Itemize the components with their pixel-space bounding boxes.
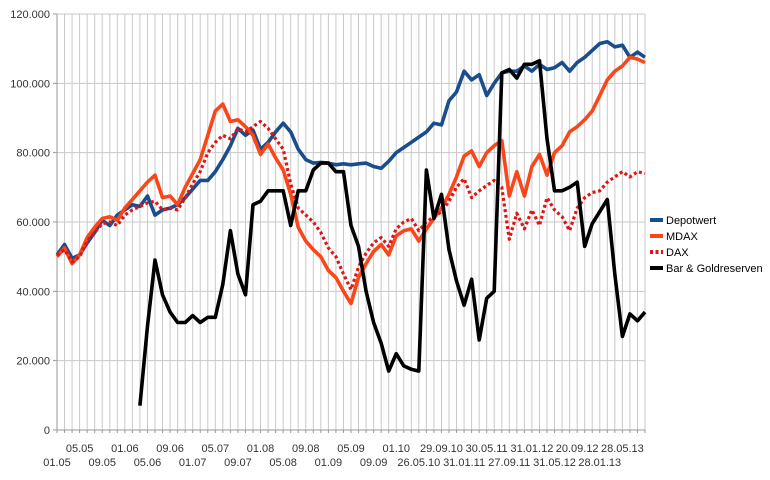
legend-item: Bar & Goldreserven <box>650 263 763 275</box>
x-tick-label: 28.01.13 <box>578 457 621 469</box>
x-tick-label: 01.10 <box>382 443 410 455</box>
x-tick-label: 31.05.12 <box>533 457 576 469</box>
y-tick-label: 0 <box>44 425 50 437</box>
legend-item: DAX <box>650 247 689 259</box>
x-tick-label: 09.05 <box>88 457 116 469</box>
x-tick-label: 31.01.11 <box>443 457 485 469</box>
y-axis-tick-labels: 0 20.000 40.000 60.000 80.000 100.000 120.000 <box>10 9 50 437</box>
y-tick-label: 120.000 <box>10 9 50 21</box>
axes <box>53 13 646 433</box>
y-tick-label: 40.000 <box>16 286 50 298</box>
legend-label: Bar & Goldreserven <box>666 263 763 275</box>
legend-label: DAX <box>666 247 689 259</box>
x-axis-tick-labels: 01.05 05.05 09.05 01.06 05.06 09.06 01.07 05.07… <box>43 443 644 469</box>
x-tick-label: 05.05 <box>66 443 94 455</box>
x-tick-label: 09.09 <box>360 457 388 469</box>
series-line-mdax <box>55 55 646 306</box>
legend-item: MDAX <box>650 231 698 243</box>
legend-label: Depotwert <box>666 215 716 227</box>
x-tick-label: 09.06 <box>156 443 184 455</box>
x-tick-label: 05.07 <box>202 443 230 455</box>
x-tick-label: 01.07 <box>179 457 207 469</box>
x-tick-label: 30.05.11 <box>466 443 508 455</box>
legend-label: MDAX <box>666 231 698 243</box>
y-tick-label: 60.000 <box>16 217 50 229</box>
x-tick-label: 05.06 <box>134 457 162 469</box>
series-lines <box>55 39 647 406</box>
x-tick-label: 29.09.10 <box>420 443 463 455</box>
legend: Depotwert MDAX DAX Bar & Goldreserven <box>650 215 763 275</box>
x-tick-label: 31.01.12 <box>511 443 554 455</box>
x-tick-label: 01.08 <box>247 443 275 455</box>
x-tick-label: 20.09.12 <box>556 443 599 455</box>
x-tick-label: 05.09 <box>337 443 365 455</box>
x-tick-label: 01.09 <box>315 457 343 469</box>
x-tick-label: 26.05.10 <box>397 457 440 469</box>
vertical-gridlines <box>56 14 646 430</box>
series-line-bar-goldreserven <box>138 59 647 406</box>
x-tick-label: 01.05 <box>43 457 71 469</box>
x-tick-label: 28.05.13 <box>601 443 644 455</box>
x-tick-label: 01.06 <box>111 443 139 455</box>
series-line-depotwert <box>55 39 647 261</box>
x-tick-label: 09.07 <box>224 457 252 469</box>
x-tick-label: 05.08 <box>269 457 297 469</box>
y-tick-label: 80.000 <box>16 148 50 160</box>
y-tick-label: 100.000 <box>10 78 50 90</box>
y-tick-label: 20.000 <box>16 356 50 368</box>
x-tick-label: 09.08 <box>292 443 320 455</box>
x-tick-label: 27.09.11 <box>488 457 530 469</box>
legend-item: Depotwert <box>650 215 716 227</box>
